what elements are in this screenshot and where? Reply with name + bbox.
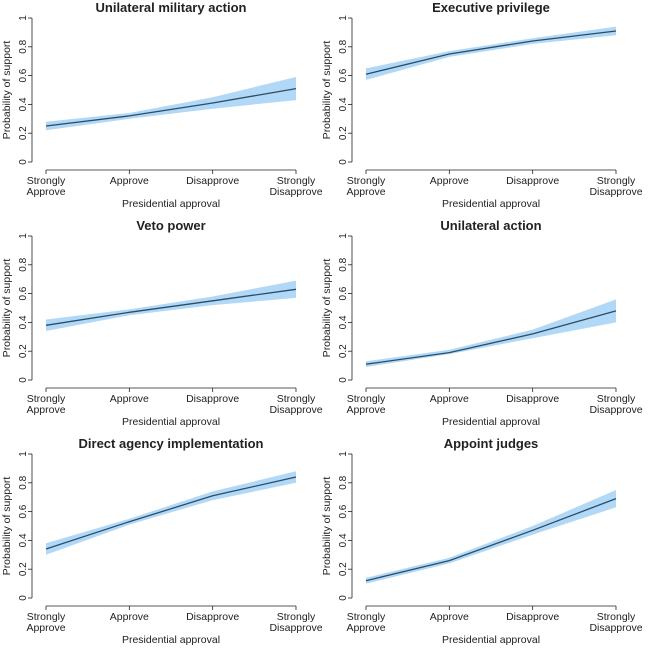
y-tick-label: 0.4 [338, 533, 349, 547]
y-tick-label: 0.6 [18, 286, 29, 300]
y-tick-label: 0.8 [338, 475, 349, 489]
y-tick-label: 0.8 [18, 475, 29, 489]
confidence-band [366, 299, 616, 367]
confidence-band [366, 490, 616, 584]
series-line [365, 310, 617, 365]
x-axis-label: Presidential approval [442, 634, 540, 646]
y-axis-label: Probability of support [321, 259, 333, 358]
y-tick-label: 0 [18, 595, 29, 601]
x-tick-label: Disapprove [506, 611, 559, 623]
x-tick-label: Approve [110, 611, 149, 623]
y-tick-label: 0.6 [338, 68, 349, 82]
x-tick-label: Strongly Disapprove [269, 393, 322, 416]
x-tick-label: Disapprove [186, 393, 239, 405]
x-tick-label: Strongly Approve [346, 611, 386, 634]
confidence-band [46, 280, 296, 331]
y-tick-label: 0.4 [18, 97, 29, 111]
x-tick-label: Approve [110, 393, 149, 405]
y-tick-label: 0 [18, 377, 29, 383]
x-axis-label: Presidential approval [442, 416, 540, 428]
x-tick-label: Disapprove [506, 393, 559, 405]
y-tick-label: 0.8 [338, 39, 349, 53]
series-line [365, 497, 617, 582]
chart-panel-6: Appoint judges 0 0.2 0.4 0.6 0.8 1 Probability … [321, 436, 643, 646]
y-tick-label: 0.8 [18, 257, 29, 271]
y-tick-label: 0.2 [338, 126, 349, 140]
y-tick-label: 0.4 [338, 97, 349, 111]
series-line [45, 87, 297, 127]
y-tick-label: 0.4 [18, 315, 29, 329]
x-axis-label: Presidential approval [122, 416, 220, 428]
y-tick-label: 0.2 [18, 344, 29, 358]
x-tick-label: Disapprove [186, 175, 239, 187]
y-tick-label: 1 [18, 233, 29, 239]
confidence-band [46, 77, 296, 131]
y-tick-label: 0.2 [18, 562, 29, 576]
y-axis-label: Probability of support [1, 259, 13, 358]
chart-title: Appoint judges [444, 436, 539, 451]
series-line [45, 288, 297, 326]
y-tick-label: 0.6 [338, 286, 349, 300]
confidence-band [46, 471, 296, 555]
x-tick-label: Strongly Disapprove [589, 393, 642, 416]
x-tick-label: Strongly Approve [346, 175, 386, 198]
y-tick-label: 0.6 [18, 504, 29, 518]
chart-panel-2: Executive privilege 0 0.2 0.4 0.6 0.8 1 Probabi… [321, 0, 643, 210]
y-tick-label: 0 [18, 159, 29, 165]
x-tick-label: Strongly Disapprove [269, 611, 322, 634]
x-tick-label: Approve [110, 175, 149, 187]
x-tick-label: Strongly Disapprove [269, 175, 322, 198]
y-axis-label: Probability of support [1, 477, 13, 576]
y-tick-label: 1 [338, 451, 349, 457]
chart-title: Veto power [136, 218, 205, 233]
y-axis-label: Probability of support [321, 41, 333, 140]
chart-panel-4: Unilateral action 0 0.2 0.4 0.6 0.8 1 Probabili… [321, 218, 643, 428]
y-tick-label: 1 [338, 233, 349, 239]
y-tick-label: 0 [338, 159, 349, 165]
y-tick-label: 0.4 [18, 533, 29, 547]
y-tick-label: 0.8 [338, 257, 349, 271]
x-tick-label: Approve [430, 175, 469, 187]
x-tick-label: Approve [430, 393, 469, 405]
x-tick-label: Strongly Approve [346, 393, 386, 416]
y-tick-label: 1 [338, 15, 349, 21]
chart-panel-3: Veto power 0 0.2 0.4 0.6 0.8 1 Probability of s… [1, 218, 323, 428]
y-tick-label: 1 [18, 451, 29, 457]
y-tick-label: 1 [18, 15, 29, 21]
y-tick-label: 0 [338, 377, 349, 383]
confidence-band [366, 26, 616, 80]
x-tick-label: Strongly Approve [26, 175, 66, 198]
y-tick-label: 0.2 [18, 126, 29, 140]
x-tick-label: Strongly Disapprove [589, 611, 642, 634]
y-tick-label: 0.6 [338, 504, 349, 518]
series-line [45, 476, 297, 550]
chart-panel-1: Unilateral military action 0 0.2 0.4 0.6 0.8 1… [1, 0, 323, 210]
y-tick-label: 0.2 [338, 562, 349, 576]
series-line [365, 30, 617, 75]
chart-title: Executive privilege [432, 0, 550, 15]
x-axis-label: Presidential approval [122, 634, 220, 646]
y-tick-label: 0.6 [18, 68, 29, 82]
chart-title: Direct agency implementation [79, 436, 264, 451]
chart-panel-5: Direct agency implementation 0 0.2 0.4 0.6 0.… [1, 436, 323, 646]
y-tick-label: 0.8 [18, 39, 29, 53]
x-axis-label: Presidential approval [122, 198, 220, 210]
chart-title: Unilateral action [440, 218, 541, 233]
y-tick-label: 0.4 [338, 315, 349, 329]
x-tick-label: Strongly Disapprove [589, 175, 642, 198]
x-tick-label: Strongly Approve [26, 611, 66, 634]
y-tick-label: 0.2 [338, 344, 349, 358]
x-tick-label: Disapprove [186, 611, 239, 623]
chart-title: Unilateral military action [96, 0, 247, 15]
x-tick-label: Approve [430, 611, 469, 623]
y-axis-label: Probability of support [321, 477, 333, 576]
x-tick-label: Strongly Approve [26, 393, 66, 416]
y-tick-label: 0 [338, 595, 349, 601]
x-axis-label: Presidential approval [442, 198, 540, 210]
x-tick-label: Disapprove [506, 175, 559, 187]
y-axis-label: Probability of support [1, 41, 13, 140]
